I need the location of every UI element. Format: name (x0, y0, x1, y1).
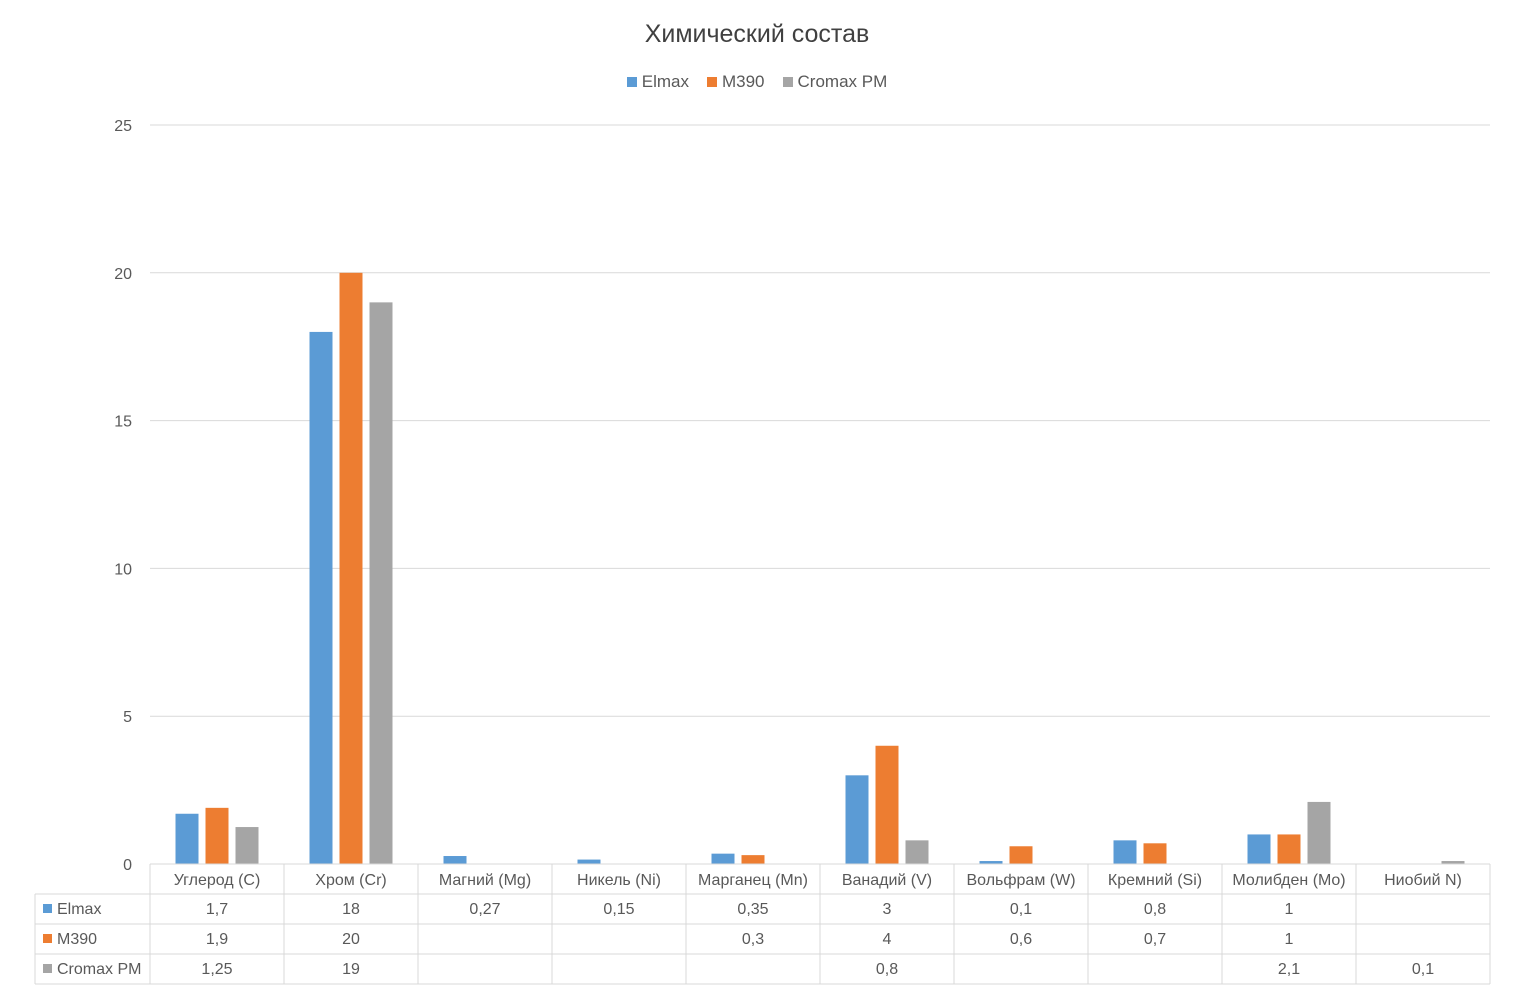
bar-0-1 (309, 331, 333, 864)
data-label: 1,9 (206, 931, 228, 948)
legend-swatch-cromax (782, 77, 793, 87)
legend-item-elmax: Elmax (626, 72, 689, 92)
data-label: 4 (883, 931, 892, 948)
category-label: Хром (Cr) (315, 872, 386, 889)
data-label: 0,27 (469, 901, 500, 918)
data-label: 1 (1285, 901, 1294, 918)
bar-1-8 (1277, 834, 1301, 864)
category-label: Марганец (Mn) (698, 872, 808, 889)
bar-2-1 (369, 302, 393, 864)
category-label: Молибден (Mo) (1232, 872, 1345, 889)
chart-title: Химический состав (644, 20, 870, 48)
y-tick-label: 15 (114, 414, 132, 431)
legend-label-elmax: Elmax (641, 72, 689, 91)
category-label: Ниобий N) (1384, 872, 1462, 889)
data-label: 0,8 (876, 961, 898, 978)
data-label: 2,1 (1278, 961, 1300, 978)
bar-1-1 (339, 272, 363, 864)
category-label: Магний (Mg) (439, 872, 531, 889)
bar-2-9 (1441, 861, 1465, 864)
bar-2-5 (905, 840, 929, 864)
table-series-name: M390 (57, 931, 97, 948)
data-label: 20 (342, 931, 360, 948)
table-legend-key (43, 964, 52, 973)
data-label: 3 (883, 901, 892, 918)
bar-1-0 (205, 807, 229, 864)
data-label: 1 (1285, 931, 1294, 948)
legend-label-m390: M390 (721, 72, 765, 91)
bar-1-5 (875, 745, 899, 864)
category-label: Никель (Ni) (577, 872, 661, 889)
y-tick-label: 10 (114, 561, 132, 578)
bar-0-5 (845, 775, 869, 864)
bar-2-8 (1307, 801, 1331, 864)
y-tick-label: 5 (123, 709, 132, 726)
bar-0-2 (443, 856, 467, 864)
category-label: Вольфрам (W) (966, 872, 1075, 889)
data-label: 0,8 (1144, 901, 1166, 918)
table-series-name: Cromax PM (57, 961, 141, 978)
y-tick-label: 25 (114, 118, 132, 135)
table-legend-key (43, 934, 52, 943)
data-label: 1,25 (201, 961, 232, 978)
bar-2-0 (235, 827, 259, 864)
legend-item-m390: M390 (706, 72, 765, 92)
y-tick-label: 20 (114, 266, 132, 283)
data-label: 0,1 (1010, 901, 1032, 918)
chart-legend: Elmax M390 Cromax PM (0, 72, 1514, 92)
legend-item-cromax: Cromax PM (782, 72, 888, 92)
data-label: 0,1 (1412, 961, 1434, 978)
data-label: 1,7 (206, 901, 228, 918)
bar-0-3 (577, 859, 601, 864)
category-label: Кремний (Si) (1108, 872, 1202, 889)
data-label: 19 (342, 961, 360, 978)
y-tick-label: 0 (123, 857, 132, 874)
bar-1-7 (1143, 843, 1167, 864)
data-label: 0,35 (737, 901, 768, 918)
bar-0-8 (1247, 834, 1271, 864)
legend-swatch-m390 (706, 77, 717, 87)
bar-0-7 (1113, 840, 1137, 864)
bar-0-0 (175, 813, 199, 864)
data-label: 0,6 (1010, 931, 1032, 948)
data-label: 18 (342, 901, 360, 918)
bar-1-6 (1009, 846, 1033, 864)
bar-1-4 (741, 855, 765, 864)
category-label: Углерод (C) (174, 872, 261, 889)
category-label: Ванадий (V) (842, 872, 932, 889)
table-legend-key (43, 904, 52, 913)
data-label: 0,15 (603, 901, 634, 918)
bar-0-6 (979, 861, 1003, 864)
legend-label-cromax: Cromax PM (797, 72, 888, 91)
legend-swatch-elmax (626, 77, 637, 87)
table-series-name: Elmax (57, 901, 101, 918)
data-label: 0,7 (1144, 931, 1166, 948)
bar-0-4 (711, 853, 735, 864)
data-label: 0,3 (742, 931, 764, 948)
